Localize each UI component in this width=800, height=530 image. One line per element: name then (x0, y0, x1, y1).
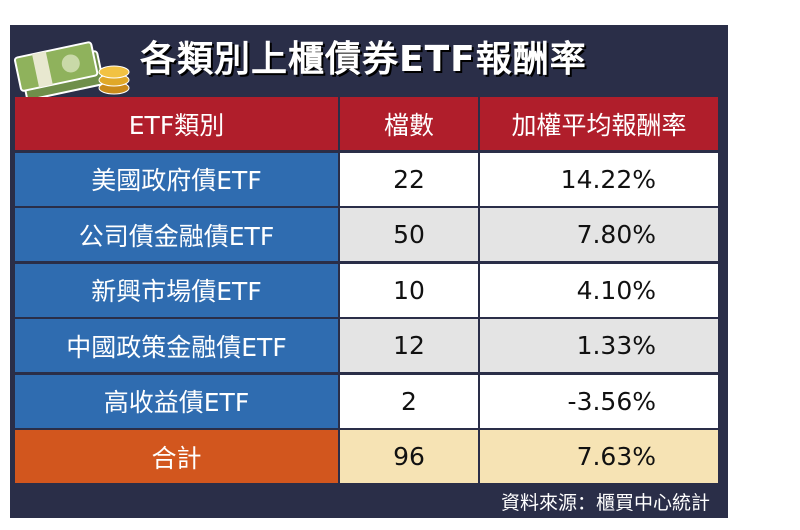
category-cell: 中國政策金融債ETF (15, 319, 338, 372)
value-cell: -3.56% (480, 374, 718, 428)
value-cell: 2 (340, 374, 478, 428)
title: 各類別上櫃債券ETF報酬率 (140, 39, 587, 80)
category-cell: 新興市場債ETF (15, 263, 338, 317)
value-cell: 22 (340, 152, 478, 206)
total-cell: 96 (340, 430, 478, 483)
source-note: 資料來源：櫃買中心統計 (500, 492, 710, 514)
header-cell: ETF類別 (15, 97, 338, 150)
header-cell: 加權平均報酬率 (480, 97, 718, 150)
value-cell: 4.10% (480, 263, 718, 317)
total-cell: 7.63% (480, 430, 718, 483)
category-cell: 高收益債ETF (15, 374, 338, 428)
money-icon (14, 41, 130, 100)
category-cell: 公司債金融債ETF (15, 208, 338, 261)
value-cell: 50 (340, 208, 478, 261)
total-label: 合計 (15, 430, 338, 483)
value-cell: 12 (340, 319, 478, 372)
category-cell: 美國政府債ETF (15, 152, 338, 206)
header-cell: 檔數 (340, 97, 478, 150)
value-cell: 1.33% (480, 319, 718, 372)
value-cell: 14.22% (480, 152, 718, 206)
value-cell: 7.80% (480, 208, 718, 261)
value-cell: 10 (340, 263, 478, 317)
